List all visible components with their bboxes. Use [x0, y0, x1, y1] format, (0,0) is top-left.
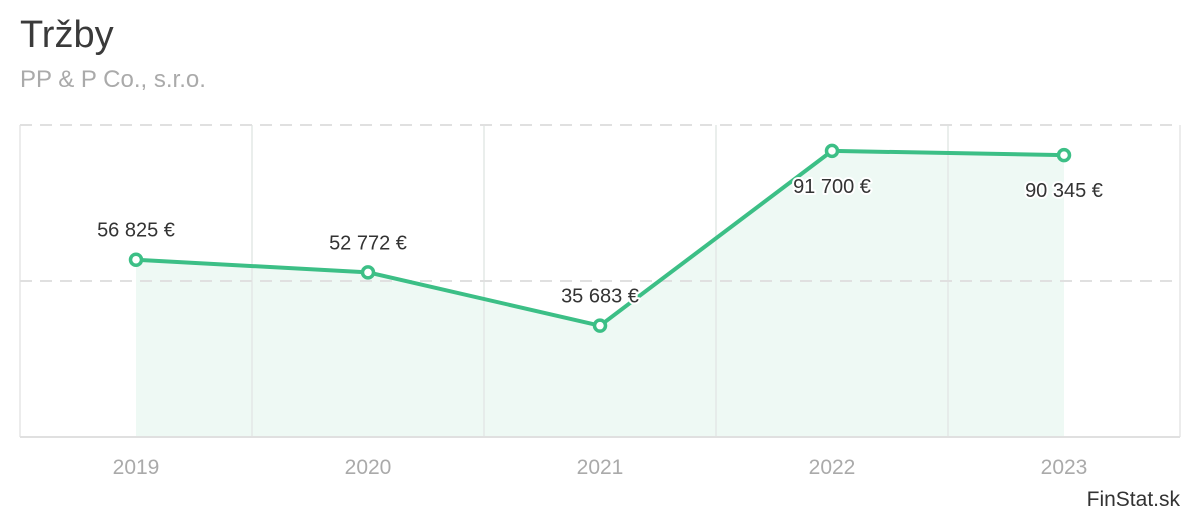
chart-title: Tržby: [20, 14, 114, 56]
data-label: 35 683 €: [561, 286, 639, 308]
chart-subtitle: PP & P Co., s.r.o.: [20, 66, 206, 93]
data-point: [360, 265, 376, 280]
x-tick-label: 2023: [1041, 456, 1088, 479]
data-label: 56 825 €: [97, 220, 175, 242]
data-point: [592, 318, 608, 333]
x-tick-label: 2022: [809, 456, 856, 479]
area-fill: [136, 150, 1064, 437]
x-tick-label: 2021: [577, 456, 624, 479]
data-label: 91 700 €: [793, 176, 871, 198]
data-point: [824, 143, 840, 159]
x-tick-label: 2019: [113, 456, 160, 479]
data-point: [128, 252, 144, 267]
data-label: 52 772 €: [329, 232, 407, 254]
data-point: [1056, 147, 1072, 163]
finstat-credit-link[interactable]: FinStat.sk: [1086, 488, 1180, 511]
data-label: 90 345 €: [1025, 180, 1103, 202]
x-tick-label: 2020: [345, 456, 392, 479]
